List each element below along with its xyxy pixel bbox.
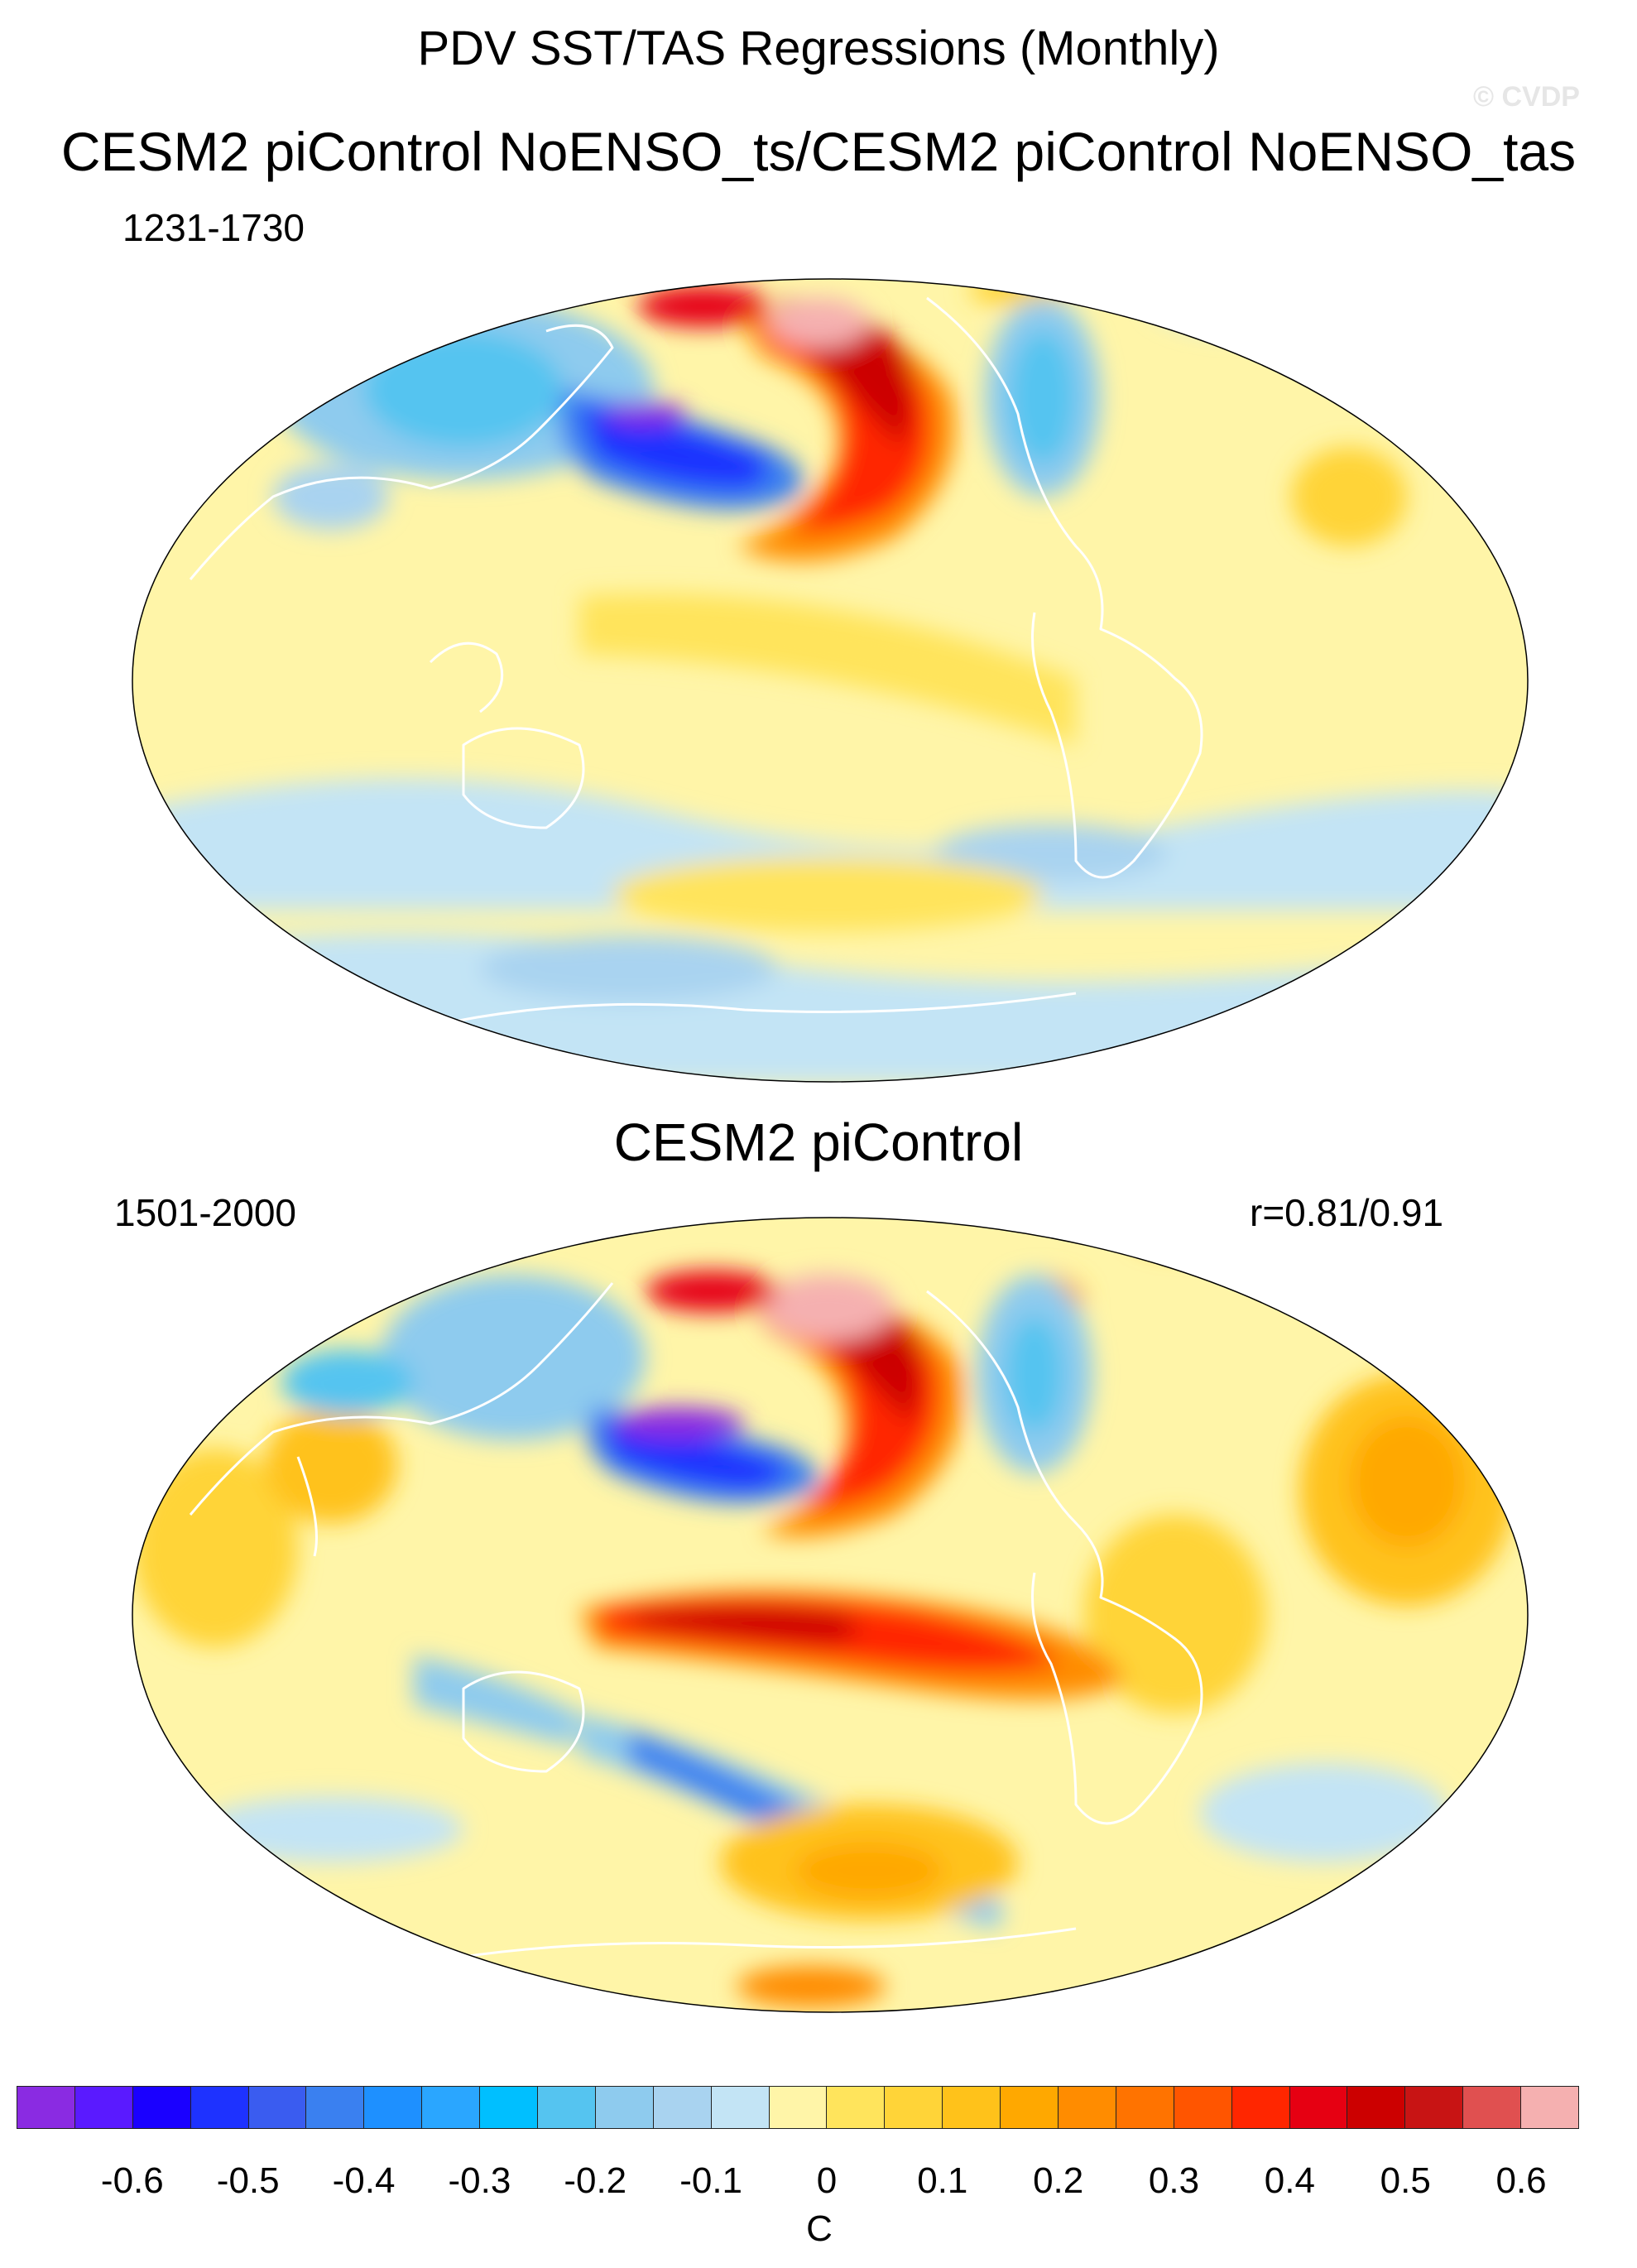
colorbar-swatch [17,2087,75,2128]
colorbar-tick-label: -0.4 [332,2160,396,2201]
colorbar-swatch [1174,2087,1232,2128]
colorbar-swatch [769,2087,828,2128]
colorbar-tick-label: -0.3 [448,2160,511,2201]
panel-2-correlation: r=0.81/0.91 [1250,1191,1444,1234]
colorbar-swatch [364,2087,423,2128]
colorbar-swatch [1116,2087,1174,2128]
colorbar-swatch [132,2087,191,2128]
panel-1-map [132,278,1529,1083]
colorbar-tick-label: 0 [816,2160,838,2201]
colorbar-tick-label: -0.1 [679,2160,743,2201]
panel-2-map [132,1217,1529,2013]
colorbar-swatch [1059,2087,1116,2128]
cvdp-watermark: © CVDP [1473,81,1580,113]
colorbar-tick-label: 0.5 [1380,2160,1431,2201]
colorbar-swatch [480,2087,539,2128]
colorbar-swatch [1521,2087,1579,2128]
colorbar-swatch [1405,2087,1464,2128]
colorbar-unit: C [806,2208,833,2249]
colorbar [17,2086,1579,2129]
colorbar-swatch [827,2087,886,2128]
colorbar-swatch [190,2087,249,2128]
colorbar-swatch [422,2087,481,2128]
colorbar-swatch [885,2087,943,2128]
colorbar-swatch [595,2087,654,2128]
colorbar-tick-label: 0.1 [917,2160,968,2201]
colorbar-swatch [1463,2087,1522,2128]
panel-2-title: CESM2 piControl [613,1112,1024,1172]
colorbar-tick-label: 0.2 [1033,2160,1084,2201]
colorbar-swatch [1289,2087,1348,2128]
colorbar-tick-label: -0.6 [100,2160,164,2201]
colorbar-swatch [538,2087,596,2128]
colorbar-tick-label: 0.6 [1495,2160,1547,2201]
panel-1-period: 1231-1730 [122,206,305,249]
colorbar-tick-label: 0.3 [1148,2160,1200,2201]
panel-1-title: CESM2 piControl NoENSO_ts/CESM2 piContro… [60,121,1577,182]
colorbar-swatch [1347,2087,1406,2128]
colorbar-swatch [1001,2087,1059,2128]
colorbar-swatch [74,2087,133,2128]
colorbar-swatch [248,2087,307,2128]
panel-2-period: 1501-2000 [114,1191,296,1234]
colorbar-swatch [711,2087,770,2128]
colorbar-tick-label: -0.5 [216,2160,280,2201]
figure-title: PDV SST/TAS Regressions (Monthly) [417,22,1220,75]
colorbar-swatch [1231,2087,1290,2128]
colorbar-swatch [943,2087,1001,2128]
colorbar-tick-label: -0.2 [564,2160,627,2201]
colorbar-tick-label: 0.4 [1264,2160,1315,2201]
colorbar-swatch [653,2087,712,2128]
colorbar-swatch [306,2087,365,2128]
